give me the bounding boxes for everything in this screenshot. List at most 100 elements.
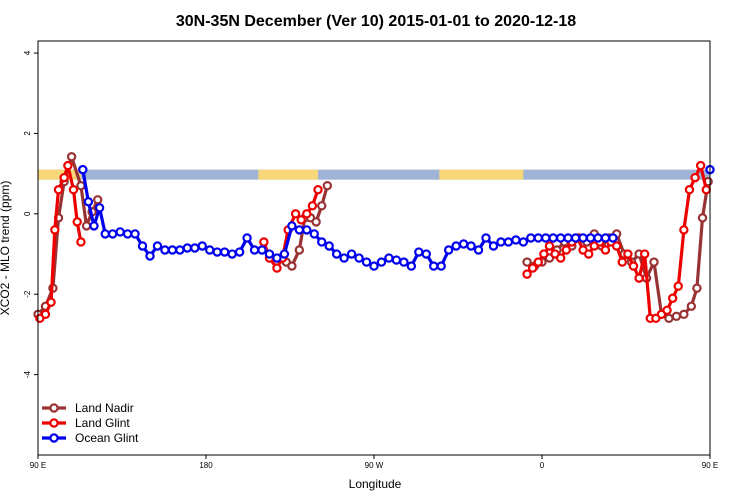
data-point xyxy=(264,249,275,259)
data-point xyxy=(527,263,538,273)
data-point xyxy=(53,185,64,195)
data-point xyxy=(107,229,118,239)
legend-label: Land Glint xyxy=(75,416,130,430)
data-point xyxy=(152,241,163,251)
data-point xyxy=(695,160,706,171)
data-point xyxy=(294,225,305,235)
data-point xyxy=(40,309,51,320)
x-tick-label: 0 xyxy=(540,461,545,470)
data-point xyxy=(376,257,387,267)
data-point xyxy=(496,237,506,247)
data-point xyxy=(406,261,417,271)
y-tick-label: 0 xyxy=(23,211,32,216)
legend-item-ocean-glint: Ocean Glint xyxy=(42,431,139,445)
data-point xyxy=(331,249,342,259)
data-point xyxy=(617,257,627,267)
data-point xyxy=(473,245,484,255)
series-ocean-glint xyxy=(78,164,618,271)
data-point xyxy=(593,233,603,243)
series-land-glint xyxy=(35,160,86,324)
data-point xyxy=(664,313,674,324)
data-point xyxy=(600,245,611,255)
data-point xyxy=(671,311,682,322)
data-point xyxy=(611,241,622,251)
data-point xyxy=(309,229,319,239)
data-point xyxy=(384,253,394,263)
data-point xyxy=(639,249,650,259)
data-point xyxy=(488,241,499,251)
data-point xyxy=(72,217,82,227)
data-point xyxy=(533,257,543,267)
data-point xyxy=(563,233,573,243)
legend-swatch-marker xyxy=(49,403,59,413)
data-point xyxy=(570,233,581,243)
data-point xyxy=(679,225,689,235)
x-tick-label: 90 W xyxy=(365,461,384,470)
data-point xyxy=(399,257,409,267)
data-point xyxy=(600,233,611,243)
surface-band xyxy=(38,169,710,180)
data-point xyxy=(662,305,672,316)
data-point xyxy=(539,249,549,259)
data-point xyxy=(585,233,596,243)
data-point xyxy=(311,217,321,227)
data-point xyxy=(481,233,491,243)
data-point xyxy=(339,253,349,263)
data-point xyxy=(205,245,215,255)
data-point xyxy=(692,283,702,293)
data-point xyxy=(78,164,88,175)
data-point xyxy=(324,241,334,251)
data-point xyxy=(145,251,155,261)
data-point xyxy=(50,225,60,235)
data-point xyxy=(137,241,148,251)
data-point xyxy=(307,201,318,211)
data-point xyxy=(182,243,193,253)
data-point xyxy=(93,195,103,205)
data-point xyxy=(533,233,543,243)
x-axis-label: Longitude xyxy=(349,477,402,491)
data-point xyxy=(458,239,469,249)
data-point xyxy=(421,249,431,259)
data-point xyxy=(555,233,566,243)
data-point xyxy=(518,237,529,247)
data-point xyxy=(175,245,185,255)
data-point xyxy=(302,209,312,219)
data-point xyxy=(561,245,571,255)
data-point xyxy=(649,257,659,267)
data-point xyxy=(414,247,424,257)
legend-item-land-glint: Land Glint xyxy=(42,416,130,430)
x-tick-label: 90 E xyxy=(30,461,46,470)
x-axis: 90 E 180 90 W 0 90 E xyxy=(30,455,718,470)
y-tick-label: -2 xyxy=(23,290,32,298)
data-point xyxy=(436,261,446,271)
data-point xyxy=(548,233,558,243)
data-point xyxy=(578,233,588,243)
data-point xyxy=(690,172,700,183)
data-point xyxy=(628,261,639,271)
legend-swatch-marker xyxy=(49,418,59,428)
data-point xyxy=(522,257,532,267)
data-point xyxy=(686,301,697,311)
y-tick-label: 4 xyxy=(23,50,32,55)
data-point xyxy=(167,245,178,255)
data-point xyxy=(257,245,267,255)
band-land-segment xyxy=(38,169,81,180)
data-point xyxy=(249,245,260,255)
data-point xyxy=(541,233,551,243)
data-point xyxy=(46,297,56,307)
data-point xyxy=(346,249,357,259)
data-point xyxy=(684,185,695,195)
y-tick-label: -4 xyxy=(23,371,32,379)
data-point xyxy=(287,261,297,271)
data-point xyxy=(76,237,86,247)
data-point xyxy=(361,257,372,267)
data-point xyxy=(369,261,379,271)
chart-title: 30N-35N December (Ver 10) 2015-01-01 to … xyxy=(176,13,576,30)
data-point xyxy=(296,215,306,225)
series-line xyxy=(38,164,83,320)
data-point xyxy=(227,249,237,259)
data-point xyxy=(451,241,461,251)
y-axis: -4 -2 0 2 4 xyxy=(23,50,38,378)
